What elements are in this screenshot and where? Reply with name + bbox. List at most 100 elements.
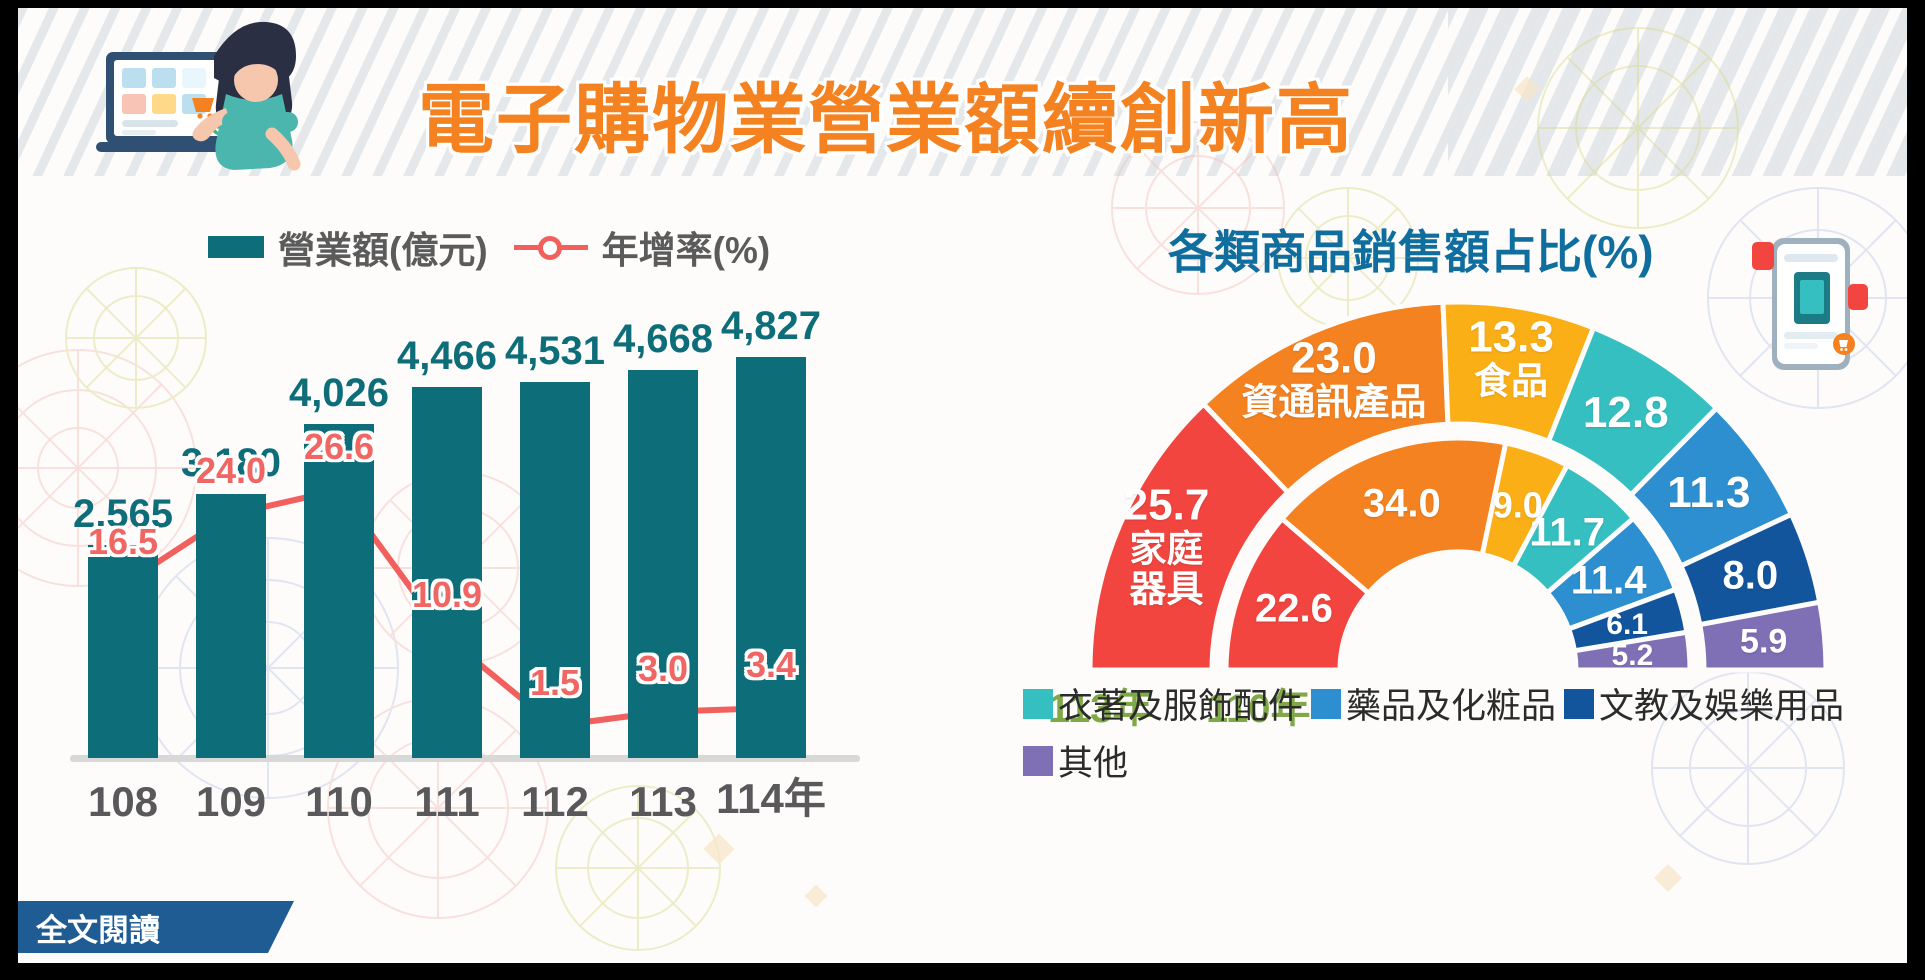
- button-notch-decoration: [268, 901, 294, 953]
- bar-value-label: 4,466: [396, 333, 498, 378]
- donut-value-label: 34.0: [1362, 481, 1441, 526]
- donut-legend-label-0: 衣著及服飾配件: [1058, 687, 1304, 726]
- donut-percent-text: 12.8: [1582, 388, 1669, 438]
- donut-percent-text: 11.3: [1667, 468, 1751, 518]
- legend-item-revenue: 營業額(億元): [208, 220, 488, 274]
- donut-percent-text: 9.0: [1492, 484, 1543, 526]
- color-swatch-icon: [1564, 688, 1595, 719]
- chart-legend: 營業額(億元) 年增率(%): [208, 220, 770, 274]
- bar-rect: [520, 381, 590, 758]
- donut-legend-label-1: 藥品及化粧品: [1346, 687, 1557, 726]
- donut-legend-label-2: 文教及娛樂用品: [1599, 687, 1845, 726]
- donut-percent-text: 11.4: [1570, 558, 1647, 603]
- donut-value-label: 13.3 食品: [1468, 312, 1554, 402]
- donut-segment[interactable]: [1696, 599, 1829, 673]
- donut-value-label: 5.9: [1740, 623, 1787, 660]
- read-more-button[interactable]: 全文閱讀: [18, 901, 294, 953]
- bar-value-label: 3,180: [180, 440, 282, 485]
- donut-rings: [1087, 299, 1829, 673]
- donut-legend: 衣著及服飾配件 藥品及化粧品 文教及娛樂用品 其他: [1023, 678, 1903, 786]
- donut-legend-row-2: 其他: [1023, 735, 1903, 786]
- bar-rect: [412, 386, 482, 758]
- donut-value-label: 5.2: [1611, 638, 1654, 672]
- donut-legend-item-0: 衣著及服飾配件: [1023, 678, 1303, 729]
- donut-value-label: 6.1: [1606, 607, 1648, 641]
- bar-value-label: 4,827: [720, 304, 822, 348]
- growth-rate-value-label: 10.9: [411, 573, 483, 615]
- color-swatch-icon: [1023, 688, 1053, 719]
- donut-legend-label-3: 其他: [1058, 744, 1129, 783]
- donut-value-label: 11.3: [1667, 469, 1750, 517]
- donut-percent-text: 5.9: [1740, 622, 1788, 661]
- bar-rect: [196, 493, 266, 758]
- donut-percent-text: 8.0: [1722, 553, 1779, 598]
- x-axis-tick-label: 109: [195, 778, 267, 825]
- donut-category-label: 食品: [1474, 360, 1549, 402]
- donut-legend-item-3: 其他: [1023, 735, 1128, 786]
- bar-line-chart: 營業額(億元) 年增率(%) 2,565 108 3,180 109 4,026 110 4…: [38, 208, 1028, 828]
- donut-value-label: 8.0: [1722, 554, 1778, 597]
- donut-value-label: 25.7 家庭 器具: [1123, 480, 1210, 610]
- read-more-label: 全文閱讀: [36, 912, 160, 948]
- outer-ring-year-label: 113年: [1048, 687, 1153, 731]
- legend-label-revenue: 營業額(億元): [278, 230, 488, 271]
- red-line-marker-icon: [513, 234, 588, 260]
- x-axis-tick-label: 111: [414, 778, 480, 825]
- page-title: 電子購物業營業額續創新高: [418, 78, 1354, 163]
- product-share-chart: 各類商品銷售額占比(%) 25.7 家庭 器具 23.0 資通訊產品 13.3 食品 12.8…: [1023, 208, 1888, 948]
- donut-legend-item-2: 文教及娛樂用品: [1564, 678, 1844, 729]
- donut-percent-text: 11.7: [1529, 510, 1606, 555]
- inner-ring-year-label: 110年: [1206, 687, 1311, 731]
- bar-rect: [628, 370, 698, 758]
- donut-value-label: 23.0 資通訊產品: [1241, 333, 1427, 423]
- teal-square-icon: [208, 236, 264, 258]
- growth-rate-value-label: 3.0: [637, 647, 689, 689]
- donut-legend-item-1: 藥品及化粧品: [1311, 678, 1556, 729]
- x-axis-line: [70, 755, 860, 762]
- color-swatch-icon: [1311, 688, 1342, 719]
- donut-value-label: 9.0: [1492, 484, 1543, 526]
- legend-label-growth: 年增率(%): [601, 230, 771, 271]
- donut-percent-text: 22.6: [1254, 586, 1333, 631]
- growth-rate-value-label: 24.0: [195, 450, 267, 492]
- donut-category-label: 資通訊產品: [1241, 381, 1427, 423]
- bar-rect: [88, 544, 158, 758]
- growth-rate-value-label: 1.5: [529, 661, 581, 703]
- bar-value-label: 4,026: [288, 370, 390, 415]
- bar-value-label: 4,531: [504, 328, 606, 373]
- donut-percent-text: 25.7: [1123, 480, 1210, 530]
- x-axis-tick-label: 112: [521, 778, 589, 825]
- donut-percent-text: 34.0: [1362, 481, 1441, 526]
- donut-segment[interactable]: [1278, 435, 1509, 597]
- growth-rate-value-label: 26.6: [303, 425, 375, 467]
- bar-rect: [304, 423, 374, 758]
- color-swatch-icon: [1023, 745, 1053, 776]
- donut-value-label: 12.8: [1583, 389, 1669, 437]
- growth-rate-value-label: 16.5: [87, 520, 159, 562]
- infographic-card: 電子購物業營業額續創新高 營業額(億元) 年增率(%) 2,565 108 3,18…: [18, 8, 1907, 963]
- chart-plot-area: 2,565 108 3,180 109 4,026 110 4,466 111 4,531 112…: [60, 278, 860, 825]
- donut-legend-row-1: 衣著及服飾配件 藥品及化粧品 文教及娛樂用品: [1023, 678, 1903, 729]
- bar-value-label: 4,668: [612, 317, 714, 362]
- donut-value-label: 11.7: [1529, 510, 1606, 555]
- x-axis-tick-label: 114年: [716, 775, 826, 822]
- x-axis-tick-label: 113: [629, 778, 697, 825]
- donut-category-label: 家庭: [1129, 528, 1204, 570]
- donut-segment[interactable]: [1571, 629, 1693, 673]
- half-donut-chart: 25.7 家庭 器具 23.0 資通訊產品 13.3 食品 12.8 11.3 8.0 5.9 22.…: [1028, 278, 1888, 731]
- donut-value-label: 11.4: [1571, 559, 1647, 602]
- donut-percent-text: 23.0: [1291, 333, 1377, 383]
- shopping-illustration: [96, 21, 301, 171]
- bar-value-label: 2,565: [72, 491, 174, 536]
- bar-rect: [736, 357, 806, 758]
- x-axis-tick-label: 108: [87, 778, 159, 825]
- donut-category-label: 器具: [1129, 568, 1204, 610]
- donut-percent-text: 5.2: [1611, 638, 1654, 672]
- mobile-shopping-illustration: [1752, 238, 1868, 370]
- right-chart-title: 各類商品銷售額占比(%): [1168, 226, 1654, 278]
- donut-percent-text: 6.1: [1606, 607, 1648, 641]
- donut-percent-text: 13.3: [1468, 312, 1554, 362]
- x-axis-tick-label: 110: [305, 778, 373, 825]
- donut-value-label: 22.6: [1254, 586, 1333, 631]
